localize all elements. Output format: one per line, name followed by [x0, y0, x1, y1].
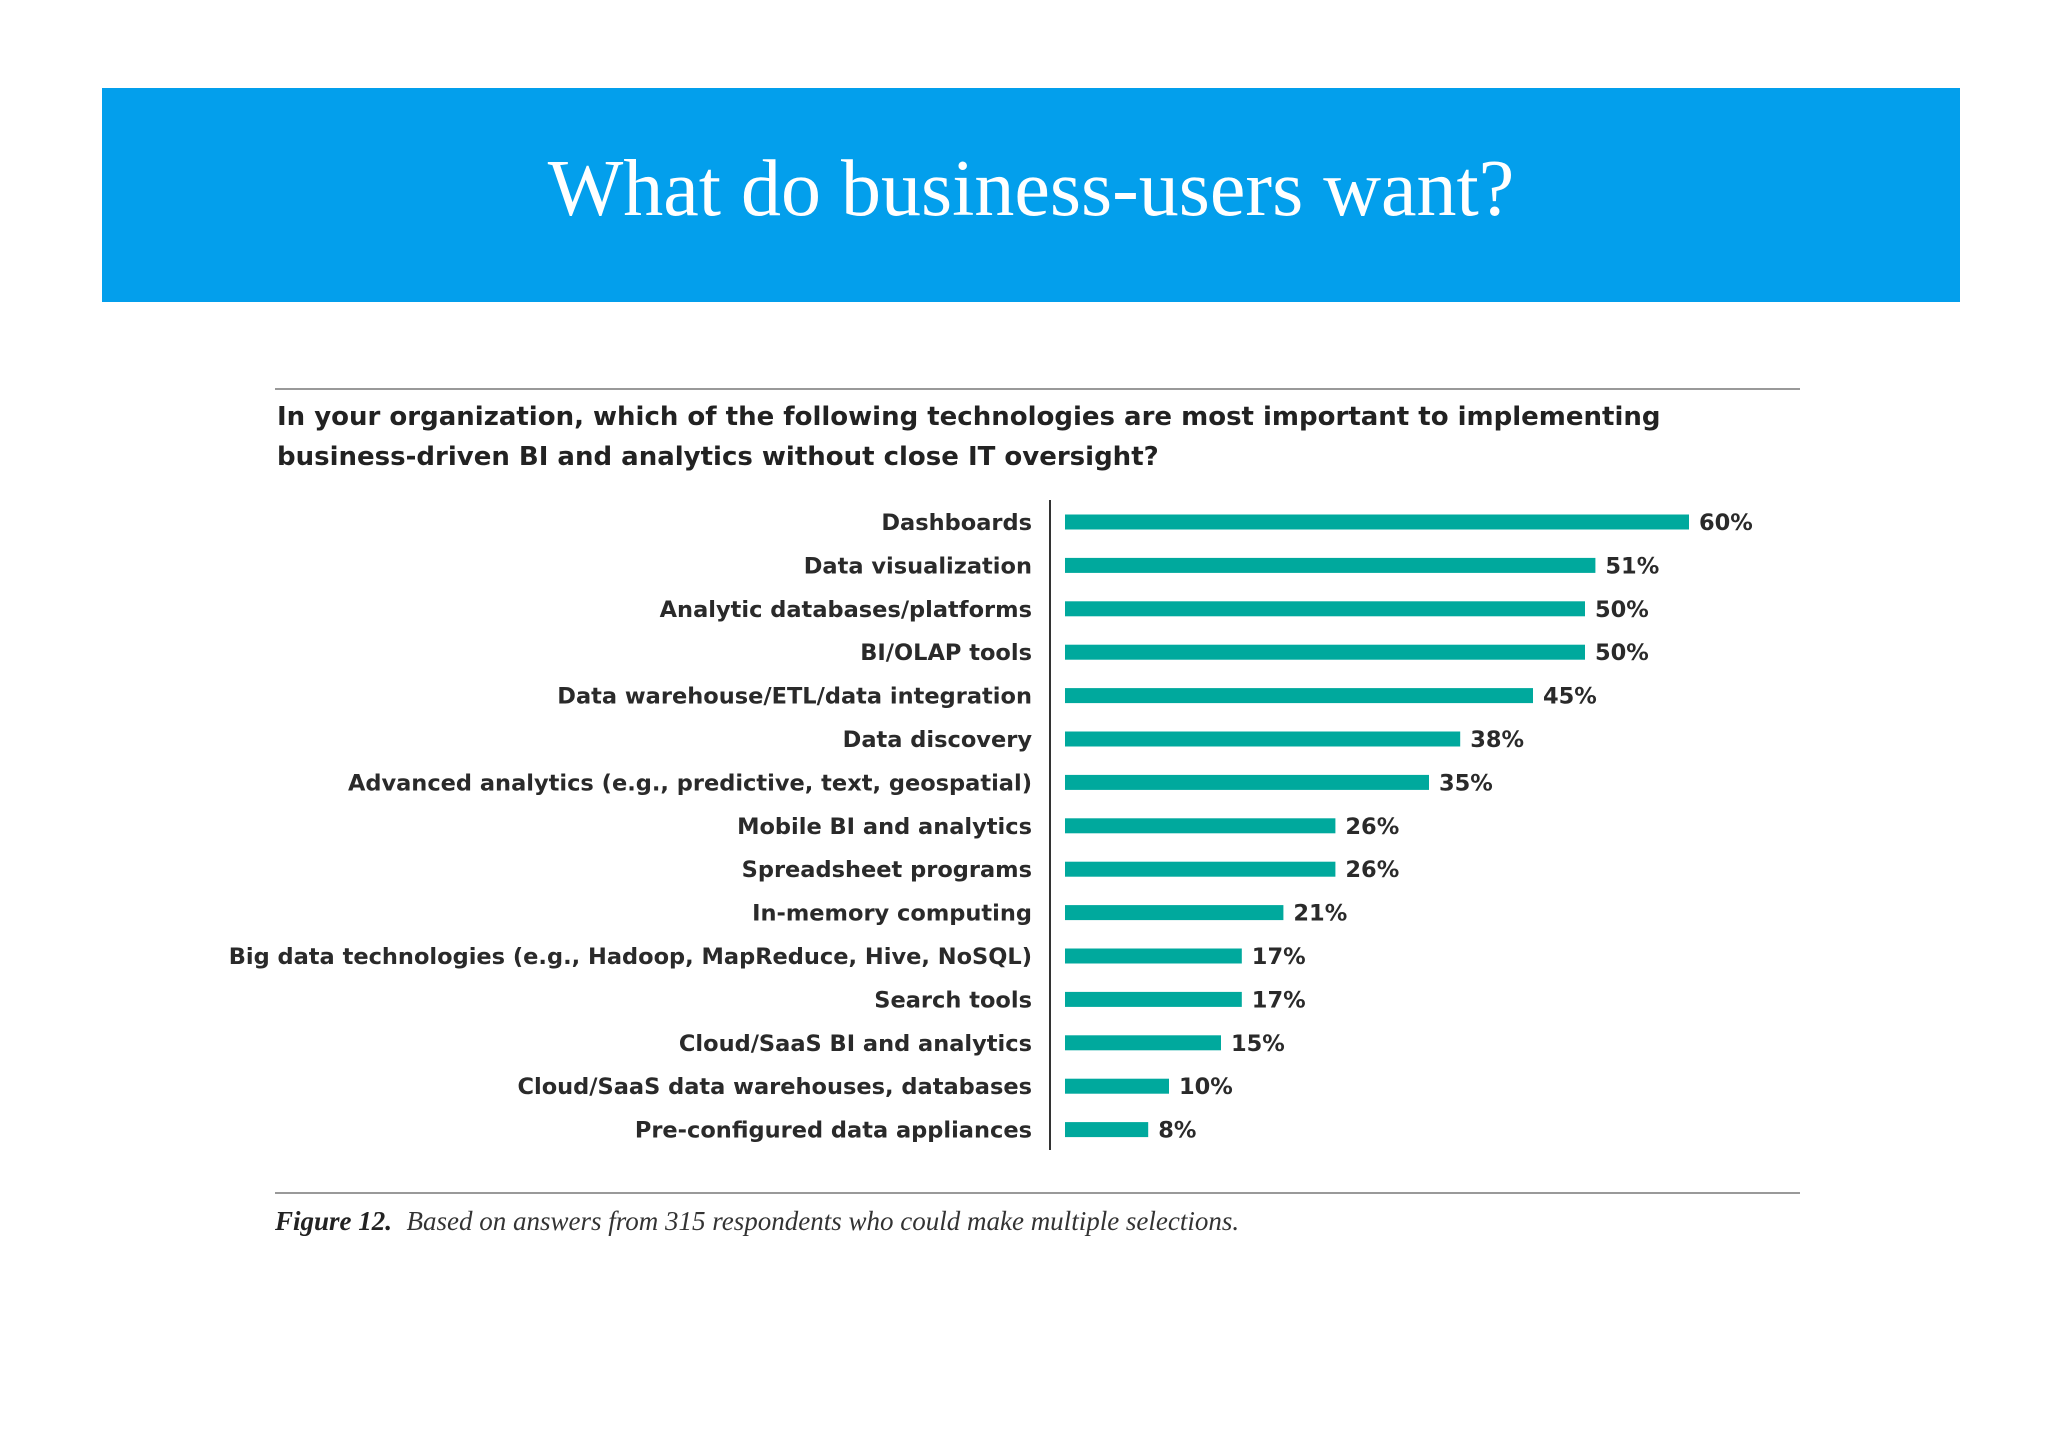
- bar: [1065, 861, 1336, 877]
- category-label: In-memory computing: [752, 901, 1032, 927]
- bar: [1065, 601, 1585, 617]
- bar: [1065, 731, 1461, 747]
- chart-question-line-1: In your organization, which of the follo…: [277, 402, 1660, 432]
- bar: [1065, 1078, 1169, 1094]
- value-label: 50%: [1595, 597, 1649, 623]
- value-label: 17%: [1252, 944, 1306, 970]
- chart-caption: Figure 12. Based on answers from 315 res…: [274, 1206, 1239, 1236]
- bar: [1065, 1035, 1221, 1051]
- bar: [1065, 644, 1585, 660]
- category-label: Data visualization: [804, 553, 1032, 579]
- title-banner: What do business-users want?: [102, 88, 1960, 302]
- bar: [1065, 557, 1596, 573]
- bar: [1065, 774, 1429, 790]
- category-label: Spreadsheet programs: [742, 857, 1032, 883]
- bar: [1065, 948, 1242, 964]
- category-label: Cloud/SaaS BI and analytics: [679, 1031, 1032, 1057]
- chart-question-line-2: business-driven BI and analytics without…: [277, 442, 1159, 472]
- value-label: 35%: [1439, 770, 1493, 796]
- bar: [1065, 514, 1689, 530]
- value-label: 10%: [1179, 1074, 1233, 1100]
- value-label: 26%: [1345, 857, 1399, 883]
- bar: [1065, 818, 1336, 834]
- bar: [1065, 1122, 1149, 1138]
- category-label: Cloud/SaaS data warehouses, databases: [517, 1074, 1032, 1100]
- value-label: 50%: [1595, 640, 1649, 666]
- value-label: 45%: [1543, 684, 1597, 710]
- value-label: 17%: [1252, 987, 1306, 1013]
- category-label: BI/OLAP tools: [860, 640, 1032, 666]
- value-label: 51%: [1605, 553, 1659, 579]
- value-label: 26%: [1345, 814, 1399, 840]
- category-label: Data discovery: [843, 727, 1033, 753]
- value-label: 8%: [1158, 1118, 1196, 1144]
- value-label: 60%: [1699, 510, 1753, 536]
- bar: [1065, 905, 1284, 921]
- category-label: Analytic databases/platforms: [660, 597, 1032, 623]
- category-label: Search tools: [874, 987, 1032, 1013]
- category-label: Dashboards: [881, 510, 1032, 536]
- bar: [1065, 991, 1242, 1007]
- value-label: 15%: [1231, 1031, 1285, 1057]
- category-label: Big data technologies (e.g., Hadoop, Map…: [229, 944, 1032, 970]
- value-label: 38%: [1470, 727, 1524, 753]
- bars-group: Dashboards 60% Data visualization 51% Analyt…: [229, 510, 1753, 1144]
- category-label: Pre-configured data appliances: [635, 1118, 1032, 1144]
- bar: [1065, 688, 1533, 704]
- caption-figure-number: Figure 12.: [274, 1206, 392, 1236]
- category-label: Data warehouse/ETL/data integration: [557, 684, 1032, 710]
- category-label: Mobile BI and analytics: [737, 814, 1032, 840]
- slide-title: What do business-users want?: [547, 145, 1515, 233]
- caption-text: Based on answers from 315 respondents wh…: [406, 1206, 1239, 1236]
- category-label: Advanced analytics (e.g., predictive, te…: [348, 770, 1032, 796]
- value-label: 21%: [1293, 901, 1347, 927]
